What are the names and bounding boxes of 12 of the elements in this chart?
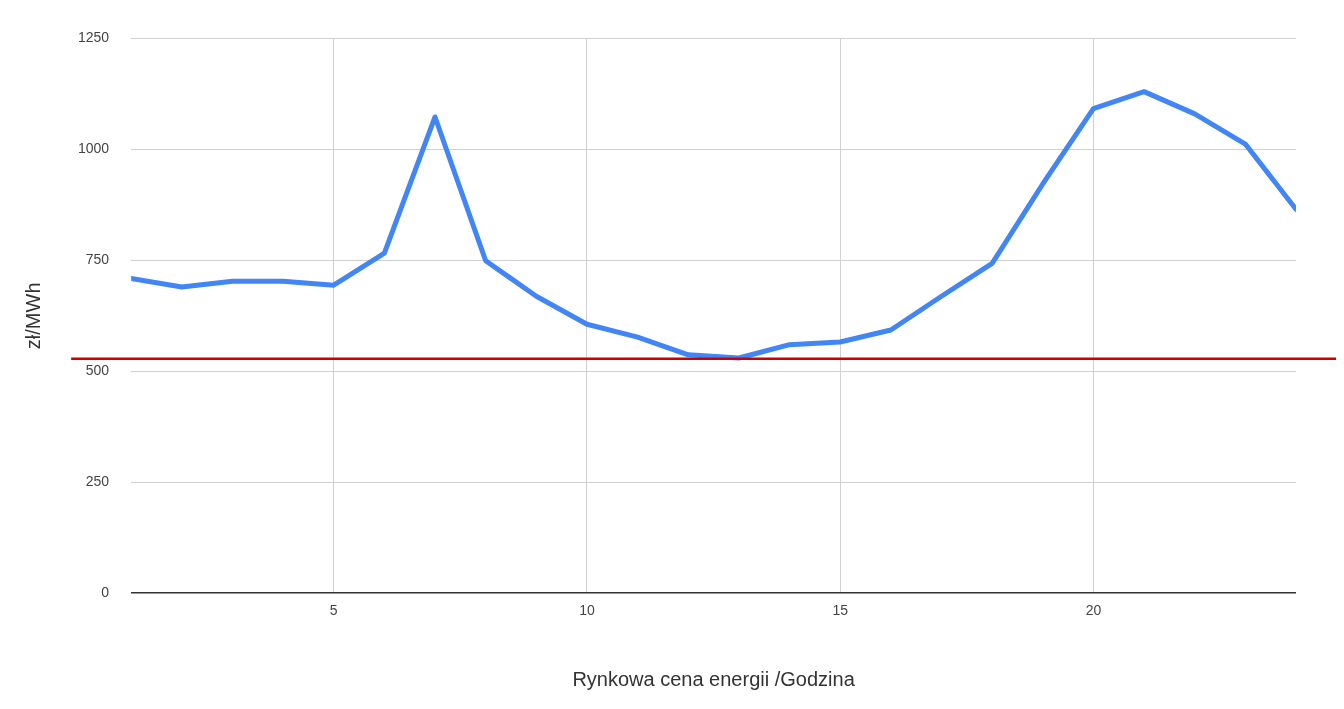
y-tick-label: 1000 — [77, 140, 110, 157]
y-tick-label: 750 — [85, 251, 110, 268]
x-tick-label: 5 — [329, 602, 338, 619]
y-tick-label: 250 — [85, 473, 110, 490]
y-axis-title: zł/MWh — [21, 282, 44, 350]
x-tick-label: 15 — [832, 602, 849, 619]
x-axis-title: Rynkowa cena energii /Godzina — [572, 667, 856, 690]
y-tick-label: 0 — [101, 584, 110, 601]
x-tick-label: 20 — [1085, 602, 1102, 619]
y-tick-label: 500 — [85, 362, 110, 379]
y-tick-label: 1250 — [77, 29, 110, 46]
x-tick-label: 10 — [579, 602, 595, 619]
